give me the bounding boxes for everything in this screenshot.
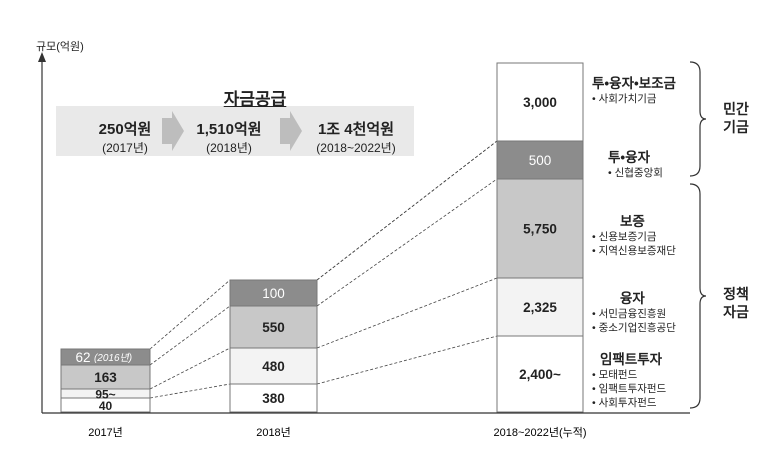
data-label: 95~ [95, 388, 115, 402]
connector-line [149, 347, 231, 390]
group-label-line: 기금 [723, 119, 749, 135]
data-annotation: (2016년) [94, 352, 132, 364]
bar-segment [229, 279, 318, 307]
bar-segment [229, 383, 318, 413]
connector-line [316, 178, 498, 307]
bar-segment [229, 347, 318, 385]
bars-layer [60, 62, 584, 413]
summary-arrow [280, 111, 302, 151]
group-braces [689, 61, 707, 409]
x-tick-label: 2018년 [256, 426, 291, 439]
desc-title: 융자 [620, 291, 645, 306]
desc-title: 보증 [620, 214, 645, 229]
group-label-line: 정책 [723, 286, 749, 302]
desc-item: 지역신용보증재단 [592, 244, 676, 258]
data-label: 2,400~ [519, 367, 561, 382]
bar-segment [496, 277, 584, 337]
connector-lines [149, 140, 498, 399]
connector-line [316, 140, 498, 281]
desc-title: 투•융자 [608, 150, 650, 165]
bar-segment [496, 335, 584, 413]
desc-invest-loan: 투•융자 신협중앙회 [608, 146, 663, 180]
x-tick-label: 2018~2022년(누적) [493, 426, 586, 439]
summary-step-2018: 1,510억원 (2018년) [181, 118, 277, 156]
summary-panel [56, 106, 414, 156]
data-label: 163 [94, 370, 117, 385]
desc-loan: 융자 서민금융진흥원 중소기업진흥공단 [592, 287, 676, 335]
y-axis-label: 규모(억원) [36, 41, 84, 53]
summary-shapes [56, 106, 414, 156]
x-tick-label: 2017년 [88, 426, 123, 439]
summary-arrow [162, 111, 184, 151]
connector-line [149, 383, 231, 399]
group-label-line: 민간 [723, 101, 749, 117]
desc-item: 서민금융진흥원 [592, 307, 676, 321]
summary-amount: 1조 4천억원 [317, 121, 395, 138]
summary-step-2017: 250억원 (2017년) [86, 118, 164, 156]
data-label: 62 [75, 350, 90, 365]
data-label: 100 [262, 286, 285, 301]
bar-segment [496, 140, 584, 180]
connector-line [149, 279, 231, 350]
data-label: 550 [262, 320, 285, 335]
data-label: 40 [99, 399, 113, 413]
summary-title: 자금공급 [223, 90, 287, 109]
summary-year: (2018~2022년) [316, 141, 396, 155]
desc-item: 중소기업진흥공단 [592, 321, 676, 335]
bar-segment [496, 62, 584, 142]
desc-item: 사회투자펀드 [592, 396, 666, 410]
data-label: 500 [529, 153, 552, 168]
desc-impact: 임팩트투자 모태펀드 임팩트투자펀드 사회투자펀드 [592, 348, 667, 410]
y-axis-arrow [38, 52, 46, 62]
desc-grant: 투•융자•보조금 사회가치기금 [592, 72, 676, 106]
brace-private [689, 61, 707, 177]
bar-segment [60, 348, 151, 366]
desc-item: 임팩트투자펀드 [592, 382, 667, 396]
desc-guarantee: 보증 신용보증기금 지역신용보증재단 [592, 210, 676, 258]
data-label: 380 [262, 391, 285, 406]
summary-amount: 250억원 [98, 121, 152, 138]
desc-item: 모태펀드 [592, 368, 666, 382]
summary-amount: 1,510억원 [196, 121, 262, 138]
brace-policy [689, 183, 707, 409]
group-label-private: 민간 기금 [718, 100, 754, 136]
bar-segment [229, 305, 318, 349]
data-label: 2,325 [523, 300, 557, 315]
data-label: 480 [262, 359, 285, 374]
desc-title: 투•융자•보조금 [592, 76, 676, 91]
data-label: 3,000 [523, 95, 557, 110]
connector-line [316, 277, 498, 349]
connector-line [316, 140, 498, 281]
summary-step-2018-2022: 1조 4천억원 (2018~2022년) [300, 118, 412, 156]
desc-title: 임팩트투자 [600, 352, 663, 367]
summary-year: (2017년) [102, 141, 148, 155]
desc-item: 신협중앙회 [608, 166, 663, 180]
desc-item: 신용보증기금 [592, 230, 676, 244]
desc-item: 사회가치기금 [592, 92, 676, 106]
axes-layer: 2017년 2018년 2018~2022년(누적) [38, 52, 690, 439]
summary-year: (2018년) [206, 141, 252, 155]
group-label-policy: 정책 자금 [718, 285, 754, 321]
connector-line [316, 335, 498, 385]
data-label: 5,750 [523, 222, 557, 237]
group-label-line: 자금 [723, 304, 749, 320]
connector-line [149, 305, 231, 366]
